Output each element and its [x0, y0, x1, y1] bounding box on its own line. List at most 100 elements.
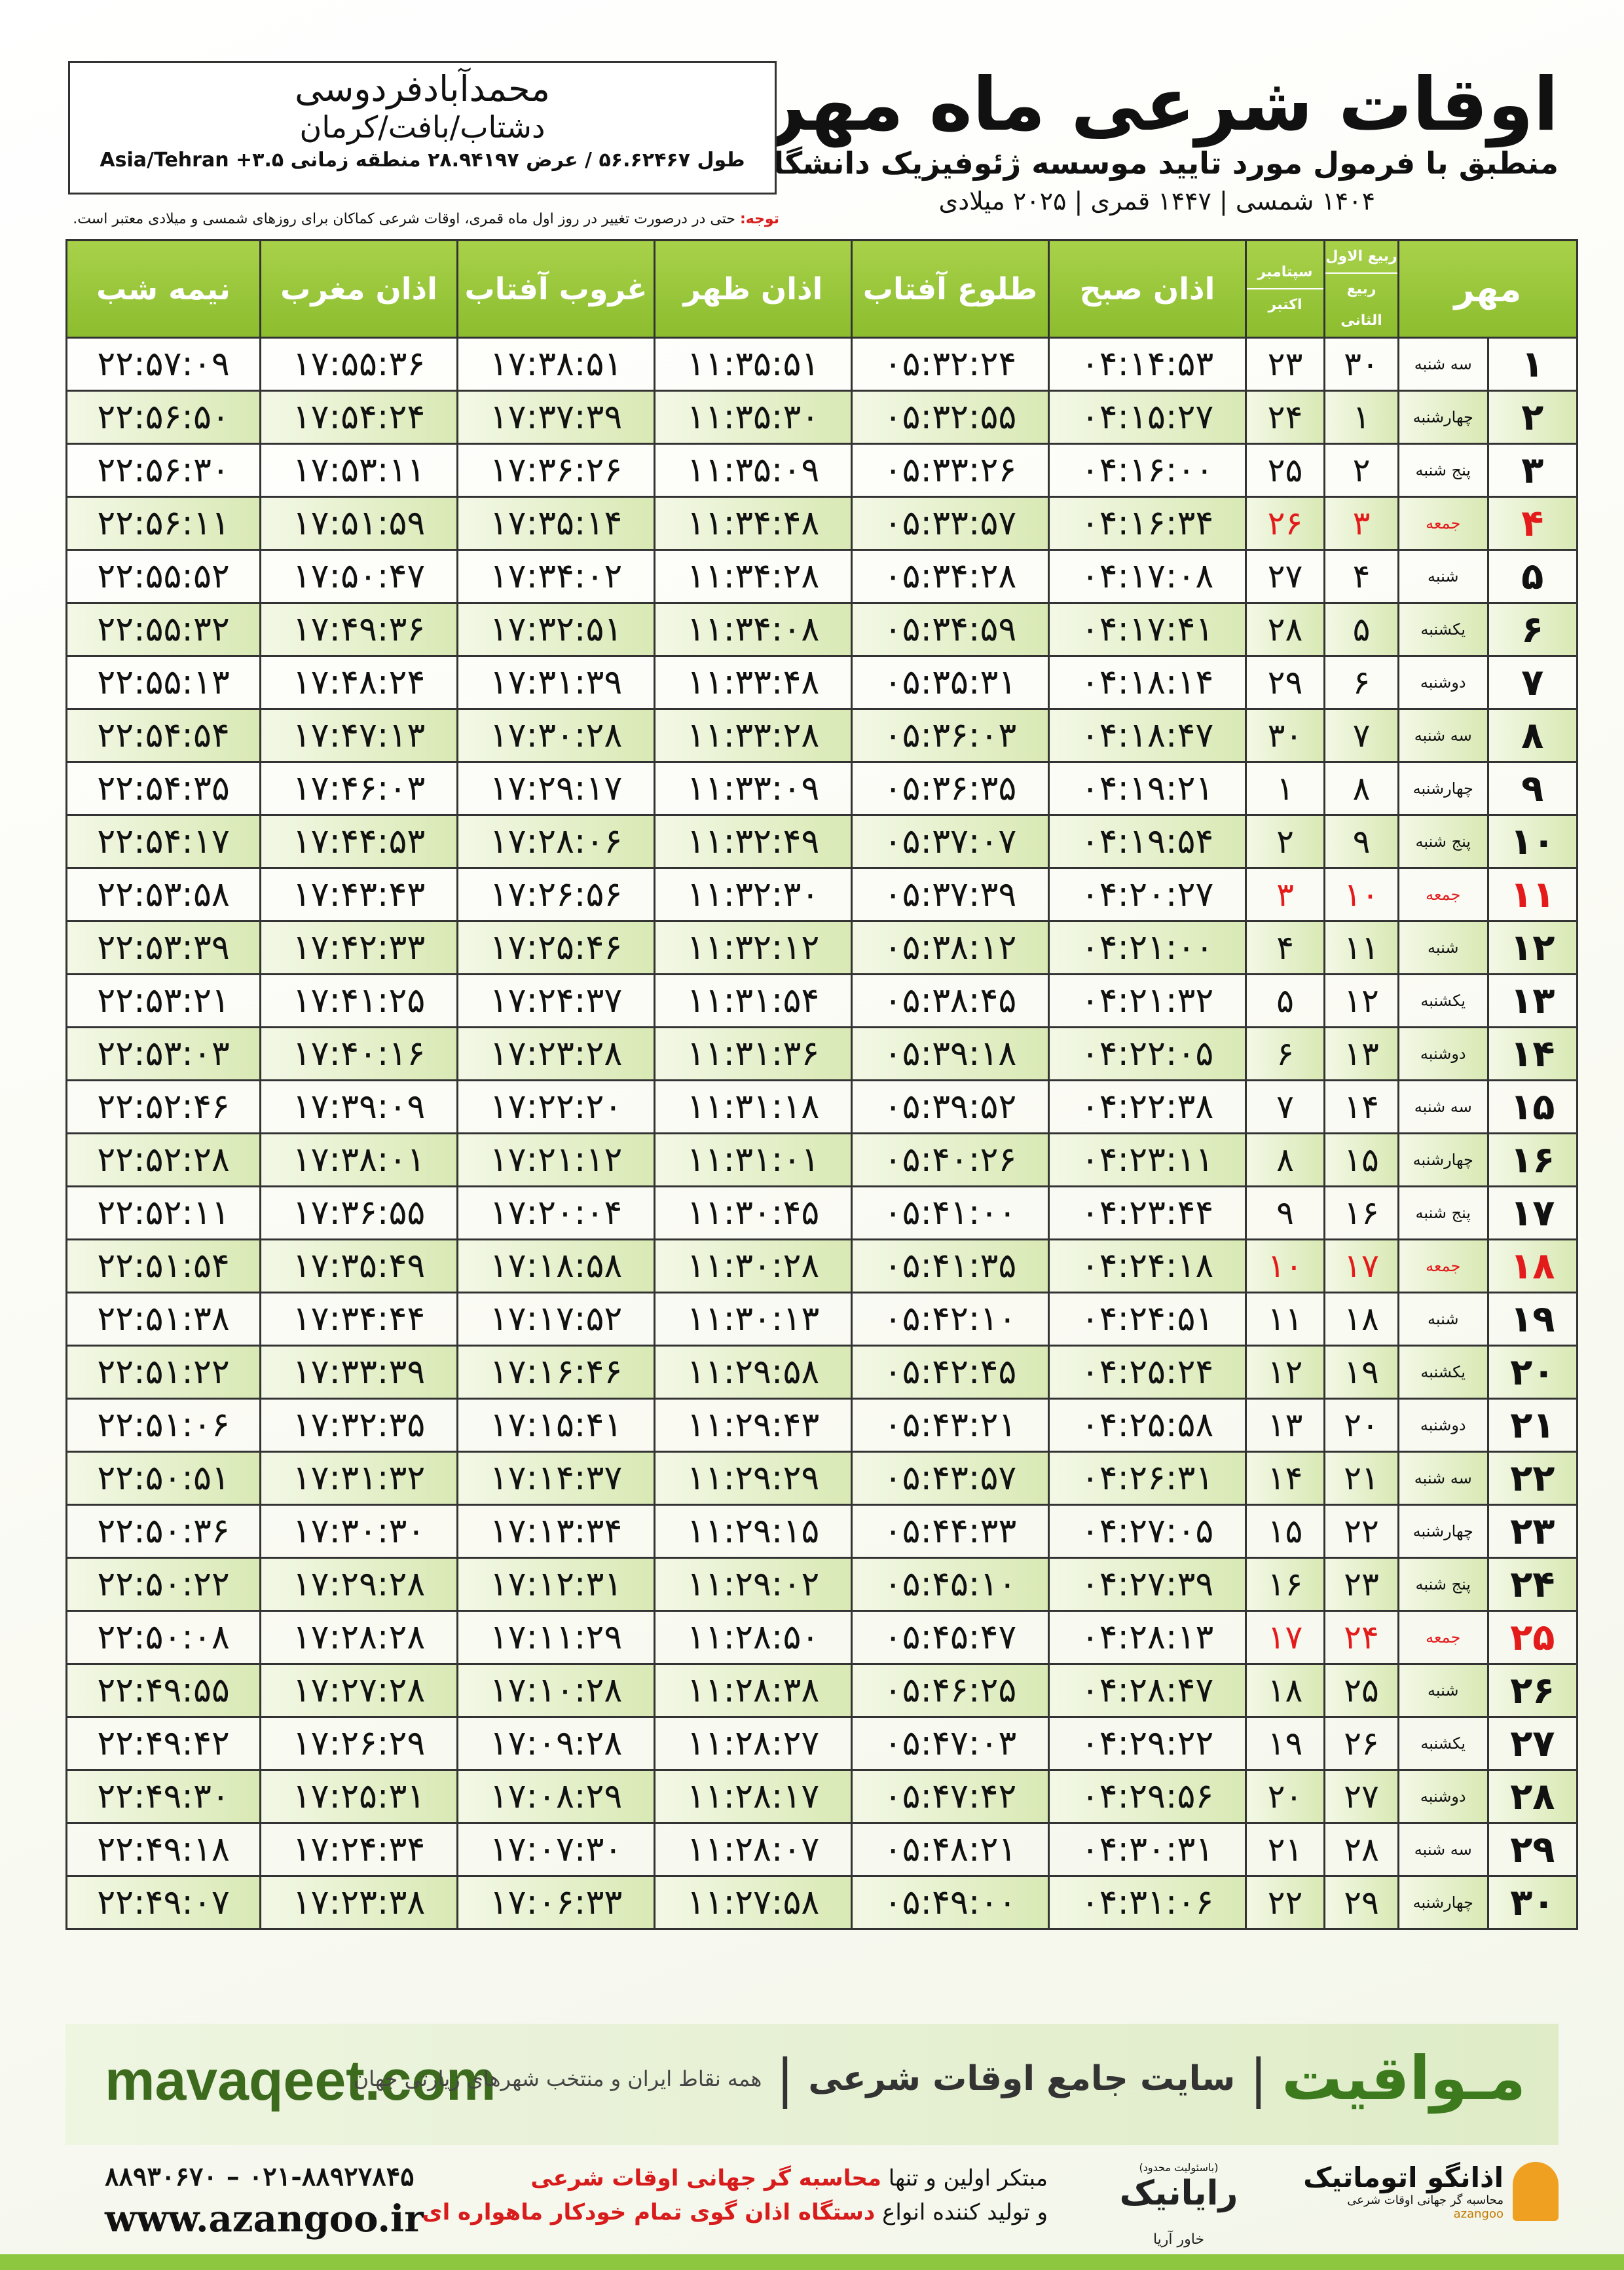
time-cell: ۰۴:۱۸:۴۷ — [1048, 708, 1247, 763]
day-number: ۳۰ — [1486, 1875, 1578, 1930]
date-cell: ۶ — [1323, 655, 1399, 710]
time-cell: ۰۴:۲۱:۳۲ — [1048, 973, 1247, 1028]
time-cell: ۱۷:۱۲:۳۱ — [456, 1557, 655, 1612]
time-cell: ۰۵:۳۲:۵۵ — [851, 390, 1050, 445]
weekday: یکشنبه — [1397, 973, 1489, 1028]
time-cell: ۱۷:۳۴:۴۴ — [259, 1292, 458, 1347]
time-cell: ۰۵:۳۷:۳۹ — [851, 867, 1050, 922]
table-row: ۵ شنبه ۴ ۲۷ ۰۴:۱۷:۰۸ ۰۵:۳۴:۲۸ ۱۱:۳۴:۲۸ ۱۷:۳۴:۰۲… — [65, 549, 1578, 604]
header-cell: مهر — [1397, 239, 1578, 339]
text: رایانیک — [1119, 2174, 1238, 2213]
weekday: دوشنبه — [1397, 1769, 1489, 1824]
time-cell: ۱۱:۲۹:۱۵ — [654, 1504, 853, 1559]
table-row: ۲۰ یکشنبه ۱۹ ۱۲ ۰۴:۲۵:۲۴ ۰۵:۴۲:۴۵ ۱۱:۲۹:۵۸ ۱۷:۱… — [65, 1345, 1578, 1400]
header-cell: اذان صبح — [1048, 239, 1247, 339]
table-row: ۱۷ پنج شنبه ۱۶ ۹ ۰۴:۲۳:۴۴ ۰۵:۴۱:۰۰ ۱۱:۳۰:۴۵ ۱۷:… — [65, 1185, 1578, 1240]
time-cell: ۲۲:۵۴:۵۴ — [65, 708, 261, 763]
date-cell: ۲۸ — [1323, 1822, 1399, 1877]
time-cell: ۱۷:۳۰:۲۸ — [456, 708, 655, 763]
time-cell: ۱۷:۴۸:۲۴ — [259, 655, 458, 710]
day-number: ۲۰ — [1486, 1345, 1578, 1400]
time-cell: ۱۱:۳۳:۰۹ — [654, 761, 853, 816]
title: اوقات شرعی ماه مهر — [764, 62, 1559, 147]
azangoo-logo: اذانگو اتوماتیک محاسبه گر جهانی اوقات شر… — [1283, 2161, 1559, 2221]
rayanik-logo: (باسئولیت محدود) رایانیک خاور آریا — [1100, 2161, 1257, 2252]
brand: مـواقیت — [1282, 2043, 1526, 2113]
time-cell: ۱۷:۴۳:۴۳ — [259, 867, 458, 922]
date-cell: ۱۶ — [1245, 1557, 1325, 1612]
time-cell: ۱۷:۳۲:۵۱ — [456, 602, 655, 657]
time-cell: ۱۱:۳۵:۳۰ — [654, 390, 853, 445]
weekday: سه شنبه — [1397, 1822, 1489, 1877]
table-row: ۷ دوشنبه ۶ ۲۹ ۰۴:۱۸:۱۴ ۰۵:۳۵:۳۱ ۱۱:۳۳:۴۸ ۱۷:۳۱:… — [65, 655, 1578, 710]
date-cell: ۳ — [1245, 867, 1325, 922]
header-cell: اذان مغرب — [259, 239, 458, 339]
time-cell: ۱۱:۳۳:۴۸ — [654, 655, 853, 710]
date-cell: ۲۰ — [1245, 1769, 1325, 1824]
table-row: ۴ جمعه ۳ ۲۶ ۰۴:۱۶:۳۴ ۰۵:۳۳:۵۷ ۱۱:۳۴:۴۸ ۱۷:۳۵:۱۴… — [65, 496, 1578, 551]
time-cell: ۱۱:۳۲:۳۰ — [654, 867, 853, 922]
table-row: ۱۹ شنبه ۱۸ ۱۱ ۰۴:۲۴:۵۱ ۰۵:۴۲:۱۰ ۱۱:۳۰:۱۳ ۱۷:۱۷:… — [65, 1292, 1578, 1347]
time-cell: ۲۲:۵۱:۲۲ — [65, 1345, 261, 1400]
time-cell: ۰۴:۲۷:۳۹ — [1048, 1557, 1247, 1612]
time-cell: ۱۷:۵۰:۴۷ — [259, 549, 458, 604]
banner-right: مـواقیت | سایت جامع اوقات شرعی | همه نقا… — [354, 2043, 1526, 2113]
time-cell: ۱۷:۲۴:۳۴ — [259, 1822, 458, 1877]
time-cell: ۰۵:۴۳:۵۷ — [851, 1451, 1050, 1506]
header-sub: اکتبر — [1247, 288, 1323, 321]
time-cell: ۲۲:۵۱:۳۸ — [65, 1292, 261, 1347]
time-cell: ۱۷:۰۸:۲۹ — [456, 1769, 655, 1824]
date-cell: ۷ — [1245, 1079, 1325, 1134]
weekday: چهارشنبه — [1397, 1132, 1489, 1187]
text: رایانیک خاور آریا — [1100, 2174, 1257, 2252]
years: ۱۴۰۴ شمسی | ۱۴۴۷ قمری | ۲۰۲۵ میلادی — [938, 187, 1375, 215]
table-row: ۱ سه شنبه ۳۰ ۲۳ ۰۴:۱۴:۵۳ ۰۵:۳۲:۲۴ ۱۱:۳۵:۵۱ ۱۷:۳… — [65, 337, 1578, 392]
date-cell: ۲۰ — [1323, 1398, 1399, 1453]
time-cell: ۱۱:۲۹:۴۳ — [654, 1398, 853, 1453]
time-cell: ۱۷:۲۹:۱۷ — [456, 761, 655, 816]
time-cell: ۲۲:۵۰:۳۶ — [65, 1504, 261, 1559]
time-cell: ۱۷:۲۵:۳۱ — [259, 1769, 458, 1824]
footer-text: مبتکر اولین و تنها محاسبه گر جهانی اوقات… — [422, 2161, 1048, 2229]
date-cell: ۱ — [1323, 390, 1399, 445]
time-cell: ۲۲:۵۶:۵۰ — [65, 390, 261, 445]
date-cell: ۱۷ — [1323, 1238, 1399, 1293]
time-cell: ۲۲:۵۳:۳۹ — [65, 920, 261, 975]
date-cell: ۲۴ — [1245, 390, 1325, 445]
separator: | — [1249, 2048, 1268, 2109]
table-row: ۱۶ چهارشنبه ۱۵ ۸ ۰۴:۲۳:۱۱ ۰۵:۴۰:۲۶ ۱۱:۳۱:۰۱ ۱۷:… — [65, 1132, 1578, 1187]
time-cell: ۱۷:۳۲:۳۵ — [259, 1398, 458, 1453]
time-cell: ۰۴:۲۰:۲۷ — [1048, 867, 1247, 922]
time-cell: ۰۴:۲۸:۴۷ — [1048, 1663, 1247, 1718]
table-body: ۱ سه شنبه ۳۰ ۲۳ ۰۴:۱۴:۵۳ ۰۵:۳۲:۲۴ ۱۱:۳۵:۵۱ ۱۷:۳… — [65, 337, 1578, 1930]
time-cell: ۱۱:۲۸:۰۷ — [654, 1822, 853, 1877]
time-cell: ۱۷:۳۷:۳۹ — [456, 390, 655, 445]
text: محاسبه گر جهانی اوقات شرعی — [530, 2165, 881, 2191]
table-row: ۲۱ دوشنبه ۲۰ ۱۳ ۰۴:۲۵:۵۸ ۰۵:۴۳:۲۱ ۱۱:۲۹:۴۳ ۱۷:۱… — [65, 1398, 1578, 1453]
time-cell: ۲۲:۵۲:۴۶ — [65, 1079, 261, 1134]
date-cell: ۱۷ — [1245, 1610, 1325, 1665]
time-cell: ۰۴:۳۱:۰۶ — [1048, 1875, 1247, 1930]
time-cell: ۰۵:۳۶:۳۵ — [851, 761, 1050, 816]
day-number: ۸ — [1486, 708, 1578, 763]
weekday: شنبه — [1397, 549, 1489, 604]
time-cell: ۰۴:۱۶:۰۰ — [1048, 443, 1247, 498]
time-cell: ۱۷:۳۴:۰۲ — [456, 549, 655, 604]
weekday: پنج شنبه — [1397, 1557, 1489, 1612]
time-cell: ۱۷:۴۴:۵۳ — [259, 814, 458, 869]
date-cell: ۲۶ — [1245, 496, 1325, 551]
header-sub: سپتامبر — [1257, 264, 1313, 280]
bottom-strip — [0, 2254, 1624, 2270]
time-cell: ۱۷:۲۸:۲۸ — [259, 1610, 458, 1665]
time-cell: ۱۷:۳۱:۳۹ — [456, 655, 655, 710]
header-cell: نیمه شب — [65, 239, 261, 339]
time-cell: ۱۷:۳۶:۲۶ — [456, 443, 655, 498]
date-cell: ۲۱ — [1245, 1822, 1325, 1877]
time-cell: ۰۵:۳۳:۵۷ — [851, 496, 1050, 551]
time-cell: ۰۴:۲۴:۱۸ — [1048, 1238, 1247, 1293]
day-number: ۱۷ — [1486, 1185, 1578, 1240]
time-cell: ۲۲:۵۵:۵۲ — [65, 549, 261, 604]
weekday: سه شنبه — [1397, 337, 1489, 392]
time-cell: ۰۵:۴۵:۴۷ — [851, 1610, 1050, 1665]
time-cell: ۲۲:۵۱:۵۴ — [65, 1238, 261, 1293]
